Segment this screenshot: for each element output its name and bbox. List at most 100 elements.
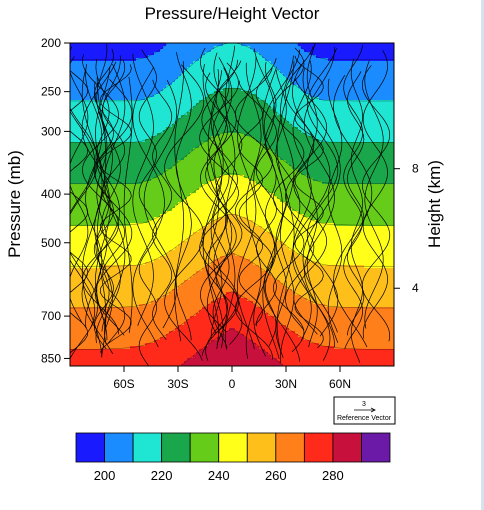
contour-cell xyxy=(259,97,320,101)
contour-cell xyxy=(235,328,290,332)
contour-cell xyxy=(70,271,197,275)
contour-cell xyxy=(184,70,281,74)
contour-cell xyxy=(70,253,167,257)
contour-cell xyxy=(160,337,218,341)
contour-cell xyxy=(304,214,394,218)
colorbar-swatch xyxy=(104,432,134,463)
contour-cell xyxy=(70,172,164,176)
contour-cell xyxy=(277,196,394,200)
contour-cell xyxy=(259,52,311,56)
contour-cell xyxy=(280,361,394,365)
contour-cell xyxy=(289,205,394,209)
contour-cell xyxy=(175,79,290,83)
contour-cell xyxy=(196,271,269,275)
streamline xyxy=(364,60,384,329)
height-tick-label: 8 xyxy=(412,162,419,176)
contour-cell xyxy=(193,148,272,152)
contour-cell xyxy=(226,331,239,335)
contour-cell xyxy=(265,187,394,191)
contour-cell xyxy=(163,172,302,176)
contour-cell xyxy=(241,88,302,92)
contour-cell xyxy=(70,256,161,260)
streamline xyxy=(237,57,257,350)
contour-cell xyxy=(280,70,394,74)
contour-cell xyxy=(70,286,179,290)
contour-cell xyxy=(202,226,263,230)
contour-cell xyxy=(70,220,149,224)
contour-cell xyxy=(130,223,209,227)
contour-cell xyxy=(208,304,257,308)
contour-cell xyxy=(70,280,185,284)
contour-cell xyxy=(310,94,394,98)
contour-cell xyxy=(283,73,394,77)
contour-cell xyxy=(160,91,215,95)
latitude-tick-label: 0 xyxy=(229,377,236,391)
contour-cell xyxy=(196,103,269,107)
streamline xyxy=(81,69,103,358)
contour-cell xyxy=(280,157,394,161)
contour-cell xyxy=(283,364,394,366)
contour-cell xyxy=(253,262,320,266)
contour-bands xyxy=(70,43,394,366)
contour-cell xyxy=(259,265,365,269)
contour-cell xyxy=(70,238,188,242)
contour-cell xyxy=(70,187,200,191)
streamline xyxy=(132,53,154,326)
contour-cell xyxy=(70,190,197,194)
contour-cell xyxy=(70,343,146,347)
contour-cell xyxy=(196,190,269,194)
contour-cell xyxy=(70,229,200,233)
contour-cell xyxy=(298,169,394,173)
pressure-tick-label: 700 xyxy=(41,309,61,323)
contour-cell xyxy=(70,61,194,65)
colorbar-swatch xyxy=(132,432,163,463)
contour-cell xyxy=(70,352,197,356)
pressure-tick-label: 250 xyxy=(41,85,61,99)
contour-cell xyxy=(286,286,394,290)
contour-cell xyxy=(136,58,200,62)
colorbar-swatch xyxy=(75,432,105,463)
contour-cell xyxy=(217,217,248,221)
streamline xyxy=(263,49,301,362)
contour-cell xyxy=(70,46,164,50)
contour-cell xyxy=(301,130,394,134)
contour-cell xyxy=(70,109,191,113)
contour-cell xyxy=(307,298,394,302)
reference-vector-box: 3 Reference Vector xyxy=(333,396,396,425)
contour-cell xyxy=(184,280,281,284)
contour-cell xyxy=(277,319,394,323)
contour-cell xyxy=(265,229,394,233)
contour-cell xyxy=(70,340,155,344)
contour-cell xyxy=(70,124,173,128)
contour-cell xyxy=(220,334,245,338)
contour-cell xyxy=(160,256,221,260)
contour-cell xyxy=(262,142,394,146)
contour-cell xyxy=(145,97,206,101)
streamline xyxy=(199,62,239,336)
contour-cell xyxy=(307,175,394,179)
frame-edge xyxy=(481,0,484,510)
contour-cell xyxy=(199,100,266,104)
pressure-axis: 200 250 300 400 500 700 850 xyxy=(41,36,70,365)
colorbar-swatch xyxy=(303,432,334,463)
contour-line xyxy=(70,131,394,185)
streamline xyxy=(202,64,224,349)
contour-cell xyxy=(256,181,323,185)
contour-cell xyxy=(316,55,394,59)
contour-cell xyxy=(157,175,221,179)
contour-cell xyxy=(184,322,281,326)
contour-cell xyxy=(70,289,173,293)
contour-cell xyxy=(70,70,185,74)
contour-cell xyxy=(334,223,394,227)
pressure-tick-label: 500 xyxy=(41,236,61,250)
contour-cell xyxy=(70,316,191,320)
streamline xyxy=(210,70,223,339)
contour-cell xyxy=(271,232,394,236)
contour-cell xyxy=(256,94,311,98)
contour-cell xyxy=(277,358,394,362)
contour-cell xyxy=(220,133,245,137)
contour-cell xyxy=(178,244,287,248)
contour-cell xyxy=(268,190,394,194)
contour-cell xyxy=(70,148,194,152)
contour-cell xyxy=(187,112,278,116)
